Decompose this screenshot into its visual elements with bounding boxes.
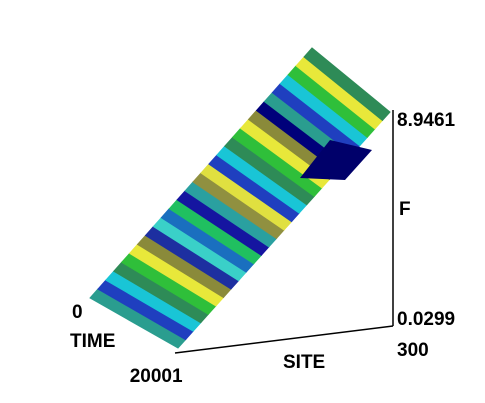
- z-min-label: 0.0299: [397, 309, 455, 330]
- surface-shadow: [300, 140, 372, 180]
- surface-band: [303, 47, 391, 122]
- x-axis: [174, 325, 394, 354]
- z-axis-title: F: [399, 199, 411, 220]
- x-max-label: 300: [397, 340, 429, 361]
- y-axis-title: TIME: [70, 331, 115, 352]
- y-min-label: 0: [72, 302, 83, 323]
- surface: [89, 47, 391, 349]
- x-min-label: 1: [172, 366, 183, 387]
- z-max-label: 8.9461: [397, 110, 456, 131]
- x-axis-title: SITE: [283, 352, 325, 373]
- y-max-label: 2000: [130, 366, 172, 387]
